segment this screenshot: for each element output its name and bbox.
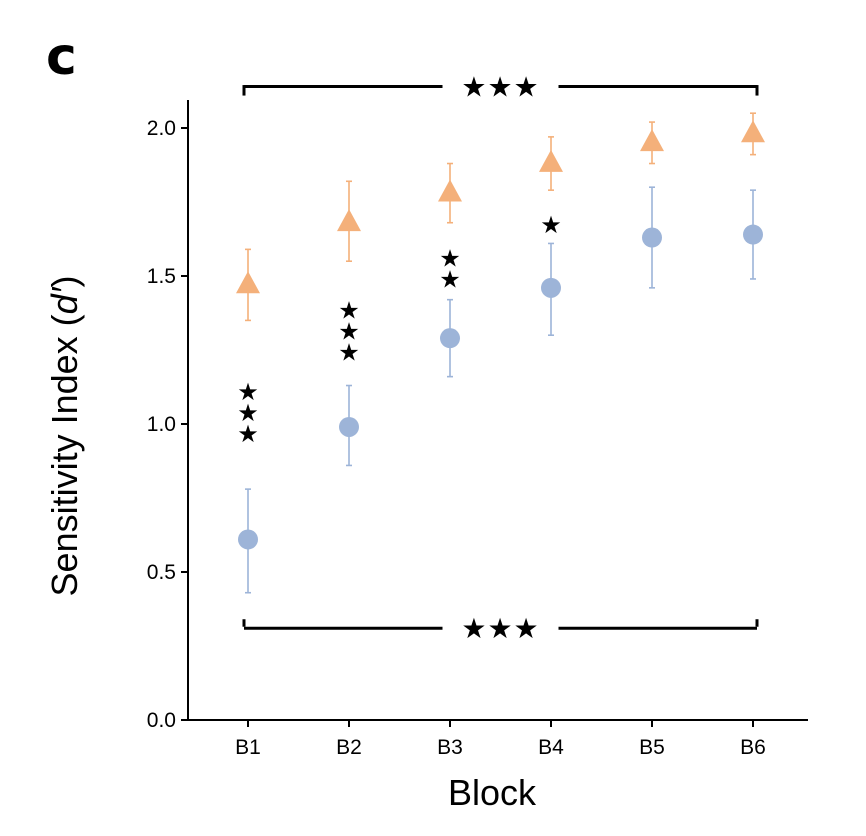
plot-area: 0.00.51.01.52.0B1 B2 B3 B4 B5 B6★★★★★★★★★★★★★…	[147, 71, 808, 759]
triangle-point	[236, 271, 260, 294]
triangle-point	[438, 179, 462, 202]
circle-point	[339, 416, 359, 437]
triangle-point	[640, 129, 664, 152]
significance-star: ★	[237, 378, 259, 406]
x-tick-label: B4	[538, 736, 564, 759]
triangle-point	[741, 120, 765, 143]
x-tick-label: B6	[740, 736, 766, 759]
y-axis-title-italic: d′	[44, 286, 85, 314]
y-tick-label: 1.0	[147, 413, 176, 436]
circle-point	[238, 529, 258, 550]
y-tick-label: 1.5	[147, 265, 176, 288]
circle-point	[743, 224, 763, 245]
x-tick-label: B1	[235, 736, 261, 759]
x-tick-label: B2	[336, 736, 362, 759]
y-tick-label: 0.5	[147, 561, 176, 584]
x-axis-title: Block	[448, 772, 537, 813]
circle-point	[642, 227, 662, 248]
y-axis-title-suffix: )	[44, 276, 85, 288]
y-axis-title-prefix: Sensitivity Index (	[44, 314, 85, 596]
significance-star: ★	[338, 317, 360, 345]
x-tick-label: B5	[639, 736, 665, 759]
significance-star: ★	[338, 296, 360, 324]
significance-star: ★	[237, 399, 259, 427]
significance-star: ★	[237, 420, 259, 448]
significance-star: ★	[338, 338, 360, 366]
y-tick-label: 2.0	[147, 117, 176, 140]
circle-trend-significance-label: ★★★	[461, 612, 539, 645]
y-tick-label: 0.0	[147, 709, 176, 732]
y-axis-title: Sensitivity Index (d′)	[44, 276, 85, 597]
significance-star: ★	[540, 211, 562, 239]
triangle-point	[539, 149, 563, 172]
significance-star: ★	[439, 245, 461, 273]
circle-point	[440, 328, 460, 349]
triangle-trend-significance-label: ★★★	[461, 71, 539, 104]
significance-star: ★	[439, 266, 461, 294]
x-tick-label: B3	[437, 736, 463, 759]
panel-label: c	[46, 27, 77, 87]
triangle-point	[337, 209, 361, 232]
circle-point	[541, 277, 561, 298]
